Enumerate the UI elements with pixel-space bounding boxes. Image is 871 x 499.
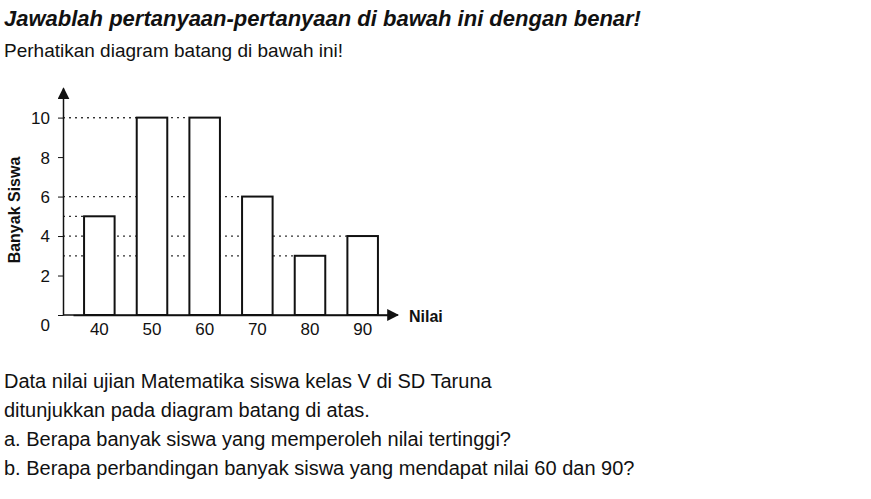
y-tick-mark (58, 276, 63, 277)
page: Jawablah pertanyaan-pertanyaan di bawah … (0, 0, 871, 499)
y-tick-label: 10 (31, 109, 50, 128)
bars (84, 118, 378, 315)
bar (137, 118, 168, 315)
y-tick: 10 (31, 109, 63, 128)
paragraph-line: Data nilai ujian Matematika siswa kelas … (4, 370, 493, 392)
x-tick-label: 80 (301, 320, 320, 339)
x-tick-label: 40 (90, 320, 109, 339)
x-tick: 60 (195, 315, 214, 339)
guide-line (63, 117, 189, 118)
y-tick-mark (58, 197, 63, 198)
x-tick-label: 50 (143, 320, 162, 339)
y-tick: 6 (41, 188, 63, 207)
y-tick-label: 4 (41, 227, 50, 246)
y-tick: 4 (41, 227, 63, 246)
bar (242, 197, 273, 315)
y-tick-mark (58, 157, 63, 158)
x-tick-label: 60 (195, 320, 214, 339)
x-axis-title: Nilai (409, 308, 443, 325)
x-tick: 40 (90, 315, 109, 339)
x-tick: 50 (143, 315, 162, 339)
question: a. Berapa banyak siswa yang memperoleh n… (4, 428, 511, 450)
y-tick-label: 6 (41, 188, 50, 207)
y-tick-mark (58, 315, 63, 316)
x-axis: 40 50 60 70 80 90 (74, 315, 390, 339)
x-tick: 70 (248, 315, 267, 339)
instruction: Perhatikan diagram batang di bawah ini! (4, 40, 343, 61)
y-tick-label: 2 (41, 267, 50, 286)
x-tick-label: 70 (248, 320, 267, 339)
y-tick-label: 0 (41, 316, 50, 335)
bar (189, 118, 220, 315)
y-tick-mark (58, 236, 63, 237)
x-axis-arrow (63, 314, 398, 316)
y-tick: 8 (41, 149, 63, 168)
y-tick: 2 (41, 267, 63, 286)
bar (347, 236, 378, 315)
y-axis-title: Banyak Siswa (6, 157, 23, 264)
guide-line (63, 216, 84, 217)
paragraph-line: ditunjukkan pada diagram batang di atas. (4, 399, 370, 421)
bar (295, 256, 326, 315)
y-axis: 0 2 4 6 8 10 (31, 89, 63, 335)
x-axis-line (74, 315, 390, 317)
y-tick-mark (58, 118, 63, 119)
x-tick: 80 (301, 315, 320, 339)
plot-area (63, 118, 378, 315)
y-tick: 0 (41, 316, 63, 335)
bar (84, 216, 115, 315)
x-tick: 90 (353, 315, 372, 339)
y-tick-label: 8 (41, 149, 50, 168)
y-axis-line (63, 89, 65, 316)
heading: Jawablah pertanyaan-pertanyaan di bawah … (4, 6, 641, 31)
question: b. Berapa perbandingan banyak siswa yang… (4, 457, 634, 479)
x-tick-label: 90 (353, 320, 372, 339)
